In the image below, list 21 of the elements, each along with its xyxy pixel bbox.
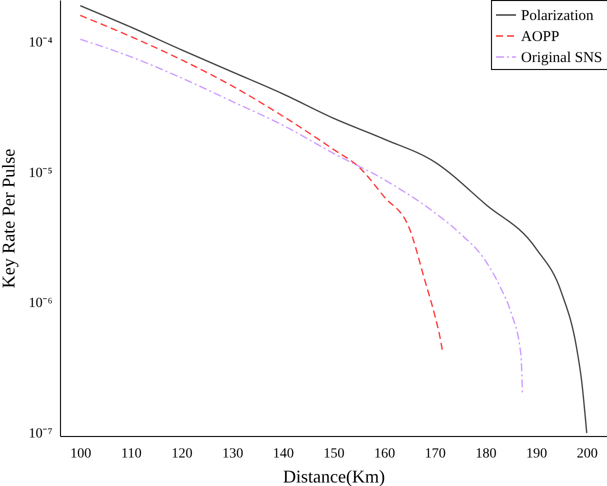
x-tick-label: 110 (121, 446, 142, 462)
line-series (80, 14, 444, 352)
x-tick-label: 130 (222, 446, 244, 462)
y-tick-label: 10⁻⁶ (28, 296, 53, 312)
x-tick-label: 160 (374, 446, 396, 462)
legend-label: Original SNS (521, 50, 602, 66)
x-tick-label: 200 (576, 446, 598, 462)
y-axis-title: Key Rate Per Pulse (0, 148, 19, 288)
legend-label: AOPP (521, 29, 560, 45)
x-tick-label: 150 (324, 446, 344, 462)
y-tick-label: 10⁻⁵ (28, 166, 53, 181)
x-axis-title: Distance(Km) (283, 466, 385, 486)
y-tick-label: 10⁻⁴ (28, 36, 53, 51)
x-tick-label: 180 (475, 446, 496, 462)
legend-label: Polarization (521, 8, 594, 24)
x-tick-label: 190 (526, 446, 548, 462)
x-tick-label: 170 (424, 446, 446, 462)
x-tick-label: 100 (70, 446, 92, 462)
y-tick-label: 10⁻⁷ (28, 426, 53, 442)
x-tick-label: 140 (272, 446, 294, 462)
x-tick-label: 120 (172, 446, 193, 462)
